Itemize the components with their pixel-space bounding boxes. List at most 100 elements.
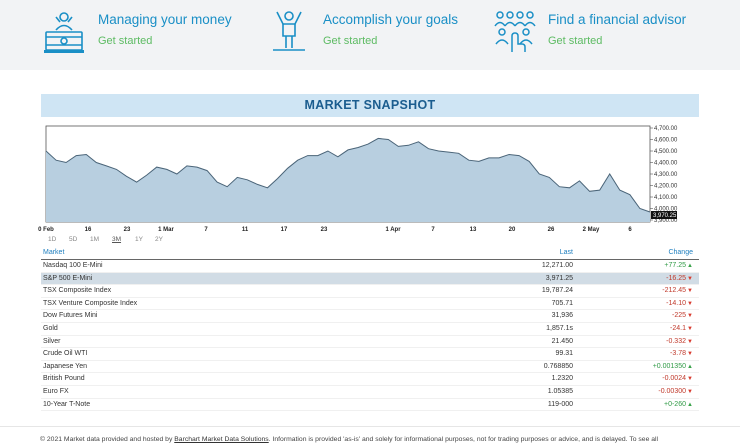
arrow-down-icon: ▼	[687, 300, 693, 307]
x-tick-label: 23	[321, 227, 328, 233]
feature-title: Accomplish your goals	[323, 12, 459, 27]
last-price: 1.2320	[551, 375, 573, 383]
change-value: +0.001350▲	[601, 361, 693, 374]
table-row[interactable]: Japanese Yen 0.768850 +0.001350▲	[41, 361, 699, 374]
x-tick-label: 23	[124, 227, 131, 233]
arrow-down-icon: ▼	[687, 313, 693, 320]
last-price: 99.31	[555, 350, 573, 358]
last-value-tag: 3,970.25	[651, 211, 677, 219]
table-row[interactable]: Crude Oil WTI 99.31 -3.78▼	[41, 348, 699, 361]
range-2y[interactable]: 2Y	[155, 236, 163, 243]
barchart-link[interactable]: Barchart Market Data Solutions	[174, 436, 269, 443]
footer-divider	[0, 426, 740, 427]
market-name[interactable]: Gold	[43, 324, 58, 332]
last-price: 1.05385	[547, 387, 573, 395]
market-name[interactable]: British Pound	[43, 375, 85, 383]
market-name[interactable]: Silver	[43, 337, 61, 345]
table-row[interactable]: S&P 500 E-Mini 3,971.25 -16.25▼	[41, 272, 699, 286]
change-text: +0-260	[664, 400, 686, 408]
x-tick-label: 0 Feb	[38, 227, 54, 233]
header-change[interactable]: Change	[668, 249, 693, 256]
market-name[interactable]: Nasdaq 100 E-Mini	[43, 262, 103, 269]
arrow-down-icon: ▼	[687, 388, 693, 395]
table-row[interactable]: British Pound 1.2320 -0.0024▼	[41, 373, 699, 386]
last-price: 705.71	[551, 299, 573, 307]
market-name[interactable]: S&P 500 E-Mini	[43, 274, 93, 282]
market-name[interactable]: TSX Composite Index	[43, 287, 112, 295]
last-price: 3,971.25	[545, 274, 573, 282]
change-value: -16.25▼	[601, 273, 693, 286]
last-price: 31,936	[551, 312, 573, 320]
snapshot-title: MARKET SNAPSHOT	[41, 94, 699, 117]
table-row[interactable]: Gold 1,857.1s -24.1▼	[41, 323, 699, 336]
market-name[interactable]: Japanese Yen	[43, 362, 87, 370]
change-text: +0.001350	[652, 362, 686, 370]
arrow-down-icon: ▼	[687, 338, 693, 345]
change-text: -16.25	[666, 274, 686, 282]
header-last[interactable]: Last	[559, 249, 573, 256]
market-table: Market Last Change Nasdaq 100 E-Mini 12,2…	[41, 249, 699, 412]
arrow-down-icon: ▼	[687, 275, 693, 282]
arrow-down-icon: ▼	[687, 288, 693, 295]
y-tick-label: 4,300.00	[654, 172, 678, 178]
range-5d[interactable]: 5D	[69, 236, 78, 243]
last-price: 119-000	[547, 400, 573, 408]
table-row[interactable]: Dow Futures Mini 31,936 -225▼	[41, 310, 699, 323]
x-tick-label: 1 Apr	[385, 227, 401, 233]
table-row[interactable]: TSX Composite Index 19,787.24 -212.45▼	[41, 285, 699, 298]
y-axis: 4,700.00 4,600.00 4,500.00 4,400.00 4,300.00…	[650, 126, 678, 224]
x-axis: 0 Feb 16 23 1 Mar 7 11 17 23 1 Apr 7 13 20 26 2 May 6	[38, 227, 632, 233]
change-value: -24.1▼	[601, 323, 693, 336]
x-tick-label: 1 Mar	[158, 227, 174, 233]
change-value: -3.78▼	[601, 348, 693, 361]
change-value: +0-260▲	[601, 399, 693, 412]
header-market[interactable]: Market	[43, 249, 65, 256]
change-text: -14.10	[666, 299, 686, 307]
money-manager-icon	[44, 12, 84, 53]
y-tick-label: 4,600.00	[654, 138, 678, 144]
change-value: -212.45▼	[601, 285, 693, 298]
market-snapshot-panel: MARKET SNAPSHOT 4,700.00 4,600.00 4,500.00…	[0, 70, 740, 448]
price-chart[interactable]: 4,700.00 4,600.00 4,500.00 4,400.00 4,300.00…	[0, 123, 740, 243]
y-tick-label: 4,700.00	[654, 126, 678, 132]
market-name[interactable]: Crude Oil WTI	[43, 350, 88, 358]
advisor-group-icon	[494, 11, 536, 52]
x-tick-label: 2 May	[583, 227, 600, 233]
x-tick-label: 6	[628, 227, 632, 233]
x-tick-label: 7	[431, 227, 435, 233]
market-name[interactable]: 10-Year T-Note	[43, 400, 91, 408]
last-value-label: 3,970.25	[653, 213, 677, 219]
table-row[interactable]: Silver 21.450 -0.332▼	[41, 336, 699, 349]
get-started-link[interactable]: Get started	[323, 35, 378, 47]
y-tick-label: 3,900.00	[654, 218, 678, 224]
last-price: 12,271.00	[541, 262, 573, 269]
range-1y[interactable]: 1Y	[135, 236, 143, 243]
table-row[interactable]: Nasdaq 100 E-Mini 12,271.00 +77.25▲	[41, 260, 699, 273]
last-price: 19,787.24	[541, 287, 573, 295]
market-name[interactable]: TSX Venture Composite Index	[43, 299, 138, 307]
range-1d[interactable]: 1D	[48, 236, 57, 243]
arrow-up-icon: ▲	[687, 401, 693, 408]
market-name[interactable]: Dow Futures Mini	[43, 312, 98, 320]
arrow-down-icon: ▼	[687, 376, 693, 383]
table-row[interactable]: TSX Venture Composite Index 705.71 -14.10▼	[41, 298, 699, 311]
y-tick-label: 4,100.00	[654, 195, 678, 201]
change-text: -0.0024	[662, 375, 686, 383]
x-tick-label: 17	[281, 227, 288, 233]
change-text: -0.00300	[658, 387, 686, 395]
range-3m[interactable]: 3M	[112, 236, 122, 243]
change-value: -0.332▼	[601, 336, 693, 349]
get-started-link[interactable]: Get started	[548, 35, 603, 47]
arrow-down-icon: ▼	[687, 351, 693, 358]
change-value: -0.0024▼	[601, 373, 693, 386]
table-row[interactable]: Euro FX 1.05385 -0.00300▼	[41, 386, 699, 399]
range-1m[interactable]: 1M	[90, 236, 100, 243]
change-text: -0.332	[666, 337, 686, 345]
x-tick-label: 7	[204, 227, 208, 233]
change-text: +77.25	[664, 262, 686, 269]
get-started-link[interactable]: Get started	[98, 35, 153, 47]
market-name[interactable]: Euro FX	[43, 387, 69, 395]
features-bar: Managing your money Get started Accompli…	[0, 0, 740, 70]
arrow-up-icon: ▲	[687, 363, 693, 370]
table-row[interactable]: 10-Year T-Note 119-000 +0-260▲	[41, 399, 699, 412]
